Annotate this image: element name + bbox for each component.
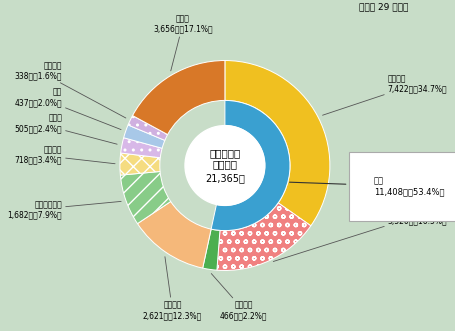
Text: 21,365件: 21,365件 bbox=[205, 173, 245, 183]
Wedge shape bbox=[121, 138, 162, 158]
Text: 倉庫
437件（2.0%）: 倉庫 437件（2.0%） bbox=[15, 88, 121, 130]
Text: 共同住宅
3,520件（16.5%）: 共同住宅 3,520件（16.5%） bbox=[273, 206, 447, 261]
Wedge shape bbox=[202, 229, 220, 270]
Text: 出火件数: 出火件数 bbox=[212, 160, 238, 169]
Text: 複合用途
2,621件（12.3%）: 複合用途 2,621件（12.3%） bbox=[143, 257, 202, 320]
Wedge shape bbox=[137, 202, 211, 268]
Text: 事務所等
718件（3.4%）: 事務所等 718件（3.4%） bbox=[15, 145, 115, 165]
Text: 飲食店
505件（2.4%）: 飲食店 505件（2.4%） bbox=[15, 114, 117, 144]
Wedge shape bbox=[120, 153, 160, 175]
Text: 併用住宅
466件（2.2%）: 併用住宅 466件（2.2%） bbox=[211, 273, 268, 320]
Wedge shape bbox=[121, 171, 171, 224]
Wedge shape bbox=[211, 100, 290, 231]
Text: 住宅
11,408件（53.4%）: 住宅 11,408件（53.4%） bbox=[289, 177, 445, 196]
Wedge shape bbox=[128, 116, 167, 140]
Text: 百貨店等
338件（1.6%）: 百貨店等 338件（1.6%） bbox=[15, 61, 126, 118]
Wedge shape bbox=[124, 125, 165, 148]
Text: その他
3,656件（17.1%）: その他 3,656件（17.1%） bbox=[153, 14, 213, 71]
Text: 一般住宅
7,422件（34.7%）: 一般住宅 7,422件（34.7%） bbox=[323, 74, 447, 115]
Circle shape bbox=[185, 125, 265, 206]
Wedge shape bbox=[132, 61, 225, 134]
Text: （平成 29 年中）: （平成 29 年中） bbox=[359, 3, 409, 12]
Text: 建物火災の: 建物火災の bbox=[209, 148, 241, 158]
Wedge shape bbox=[217, 203, 311, 270]
Wedge shape bbox=[225, 61, 330, 226]
Text: 工場・作業場
1,682件（7.9%）: 工場・作業場 1,682件（7.9%） bbox=[8, 200, 121, 219]
